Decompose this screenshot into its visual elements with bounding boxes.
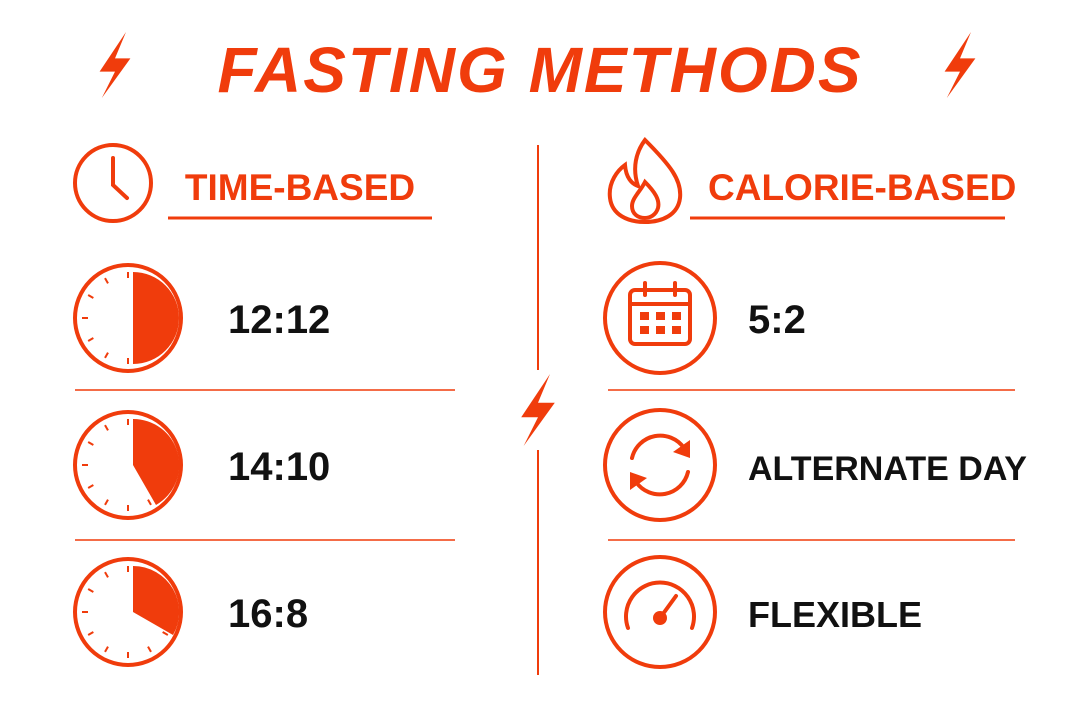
section-heading: TIME-BASED — [185, 167, 415, 208]
clock-tick — [147, 499, 152, 506]
clock-wedge — [133, 565, 180, 635]
clock-tick — [104, 424, 109, 431]
clock-tick — [87, 294, 94, 299]
cycle-icon — [603, 408, 717, 522]
clock-tick — [87, 588, 94, 593]
clock-tick — [87, 484, 94, 489]
bolt-icon — [521, 374, 555, 446]
clock-tick — [87, 337, 94, 342]
clock-tick — [104, 352, 109, 359]
section-heading: CALORIE-BASED — [708, 167, 1016, 208]
clock-tick — [162, 631, 169, 636]
clock-face — [73, 263, 183, 373]
gauge-icon — [603, 555, 717, 669]
clock-tick — [104, 499, 109, 506]
clock-tick — [87, 631, 94, 636]
calendar-icon — [603, 261, 717, 375]
method-label: 16:8 — [228, 592, 308, 636]
fire-icon — [607, 136, 683, 225]
clock-tick — [104, 646, 109, 653]
clock-wedge — [133, 272, 179, 364]
method-label: 5:2 — [748, 298, 806, 342]
clock-face — [73, 410, 183, 520]
bolt-icon — [944, 32, 976, 98]
title: FASTING METHODS — [217, 34, 862, 106]
clock-icon — [73, 143, 153, 223]
method-label: 14:10 — [228, 445, 330, 489]
method-label: 12:12 — [228, 298, 330, 342]
clock-icons — [73, 263, 183, 667]
clock-wedge — [133, 418, 180, 505]
clock-face — [73, 557, 183, 667]
method-label: ALTERNATE DAY — [748, 450, 1027, 488]
clock-tick — [147, 646, 152, 653]
clock-tick — [87, 441, 94, 446]
method-label: FLEXIBLE — [748, 594, 922, 635]
clock-tick — [104, 277, 109, 284]
clock-tick — [104, 571, 109, 578]
bolt-icon — [99, 32, 131, 98]
